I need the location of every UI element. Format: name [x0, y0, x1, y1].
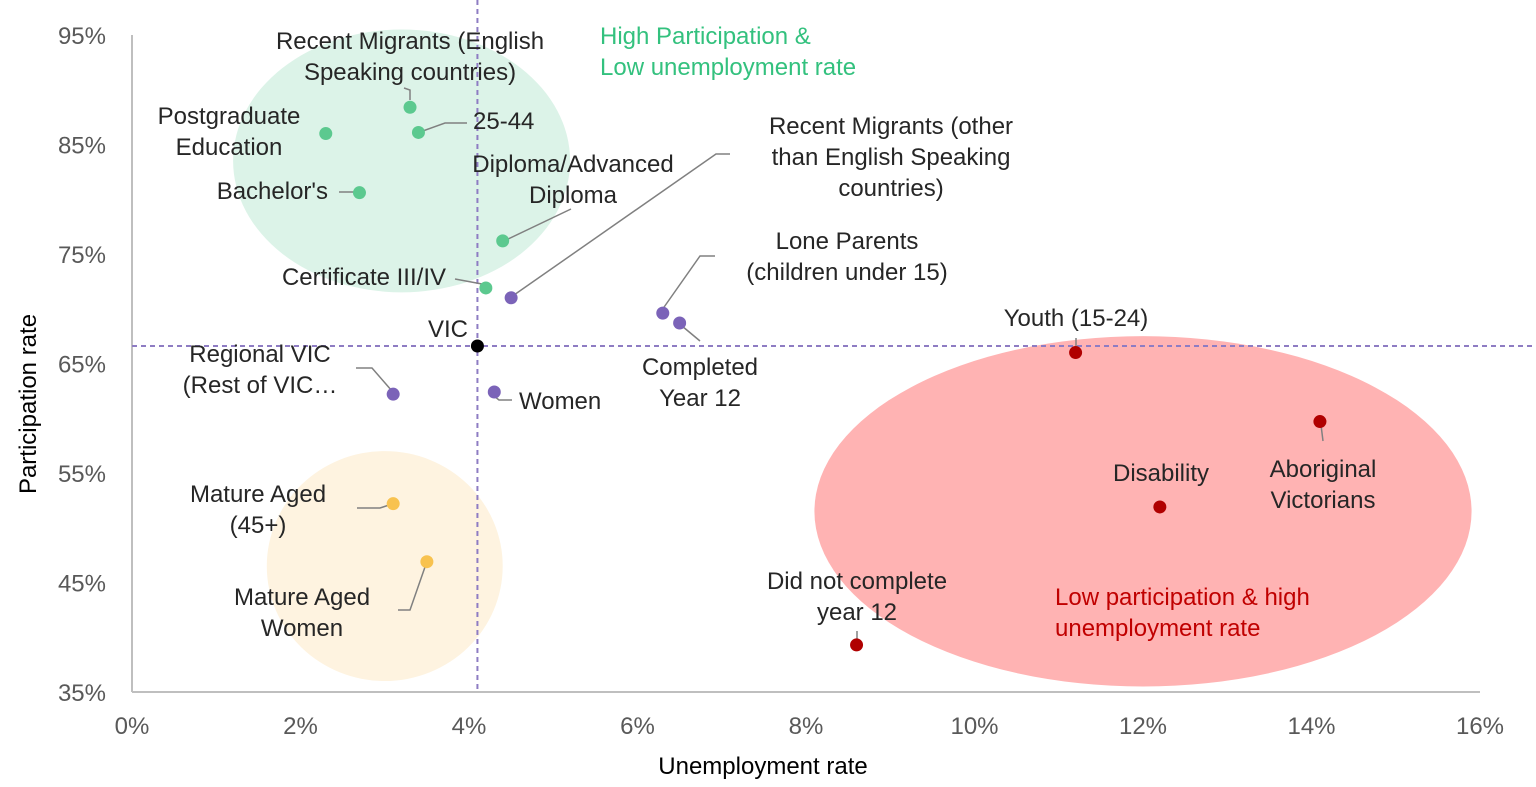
- did-not-complete-label: Did not complete year 12: [767, 568, 947, 626]
- lone-parents-label: Lone Parents (children under 15): [746, 228, 947, 286]
- y-tick-label: 95%: [58, 23, 106, 50]
- women-point: [487, 385, 501, 399]
- youth-label: Youth (15-24): [1004, 305, 1149, 332]
- vic-label: VIC: [428, 316, 468, 343]
- zone-high-ellipse: [233, 29, 571, 293]
- recent-migrants-other-leader-line: [513, 153, 730, 296]
- recent-migrants-other-point: [504, 291, 518, 305]
- regional-vic-leader-line: [356, 367, 393, 392]
- age-25-44-label: 25-44: [473, 108, 534, 135]
- bachelors-label: Bachelor's: [217, 178, 328, 205]
- recent-migrants-other-label: Recent Migrants (other than English Speak…: [769, 113, 1013, 202]
- x-tick-label: 4%: [452, 713, 487, 740]
- x-tick-label: 0%: [115, 713, 150, 740]
- x-tick-label: 6%: [620, 713, 655, 740]
- certificate-leader-line: [454, 278, 483, 285]
- y-tick-label: 55%: [58, 461, 106, 488]
- age-25-44-point: [411, 125, 425, 139]
- completed-year-12-leader-line: [681, 325, 701, 342]
- x-axis-title: Unemployment rate: [658, 753, 867, 780]
- diploma-point: [496, 234, 510, 248]
- postgraduate-label: Postgraduate Education: [158, 103, 301, 161]
- vic-point: [470, 339, 484, 353]
- recent-migrants-english-label: Recent Migrants (English Speaking countri…: [276, 28, 544, 86]
- youth-point: [1069, 346, 1083, 360]
- completed-year-12-point: [673, 316, 687, 330]
- aboriginal-point: [1313, 415, 1327, 429]
- x-tick-label: 2%: [283, 713, 318, 740]
- age-25-44-leader-line: [419, 122, 467, 133]
- zone-low-ellipse: [814, 336, 1472, 687]
- mature-aged-label: Mature Aged (45+): [190, 481, 326, 539]
- x-tick-label: 8%: [789, 713, 824, 740]
- y-tick-label: 85%: [58, 133, 106, 160]
- mature-aged-point: [386, 497, 400, 511]
- regional-vic-point: [386, 387, 400, 401]
- x-tick-label: 12%: [1119, 713, 1167, 740]
- did-not-complete-point: [850, 638, 864, 652]
- diploma-label: Diploma/Advanced Diploma: [472, 151, 673, 209]
- x-tick-label: 16%: [1456, 713, 1504, 740]
- lone-parents-point: [656, 306, 670, 320]
- y-tick-label: 35%: [58, 680, 106, 707]
- aboriginal-label: Aboriginal Victorians: [1270, 456, 1377, 514]
- regional-vic-label: Regional VIC (Rest of VIC…: [183, 341, 338, 399]
- women-label: Women: [519, 388, 601, 415]
- zone-mature-ellipse: [266, 451, 503, 682]
- mature-aged-women-leader-line: [398, 566, 426, 611]
- zone-high-label: High Participation & Low unemployment rat…: [600, 23, 856, 81]
- diploma-leader-line: [503, 208, 572, 242]
- certificate-point: [479, 281, 493, 295]
- zone-low-label: Low participation & high unemployment rat…: [1055, 584, 1310, 642]
- x-tick-label: 14%: [1287, 713, 1335, 740]
- certificate-label: Certificate III/IV: [282, 264, 446, 291]
- recent-migrants-english-point: [403, 100, 417, 114]
- y-tick-label: 65%: [58, 352, 106, 379]
- mature-aged-women-label: Mature Aged Women: [234, 584, 370, 642]
- recent-migrants-english-leader-line: [403, 87, 411, 100]
- x-tick-label: 10%: [950, 713, 998, 740]
- y-tick-label: 75%: [58, 242, 106, 269]
- mature-aged-women-point: [420, 555, 434, 569]
- bachelors-point: [352, 186, 366, 200]
- completed-year-12-label: Completed Year 12: [642, 354, 758, 412]
- y-axis-title: Participation rate: [15, 314, 42, 494]
- y-tick-label: 45%: [58, 571, 106, 598]
- postgraduate-point: [319, 127, 333, 141]
- disability-point: [1153, 500, 1167, 514]
- lone-parents-leader-line: [661, 255, 715, 311]
- disability-label: Disability: [1113, 460, 1209, 487]
